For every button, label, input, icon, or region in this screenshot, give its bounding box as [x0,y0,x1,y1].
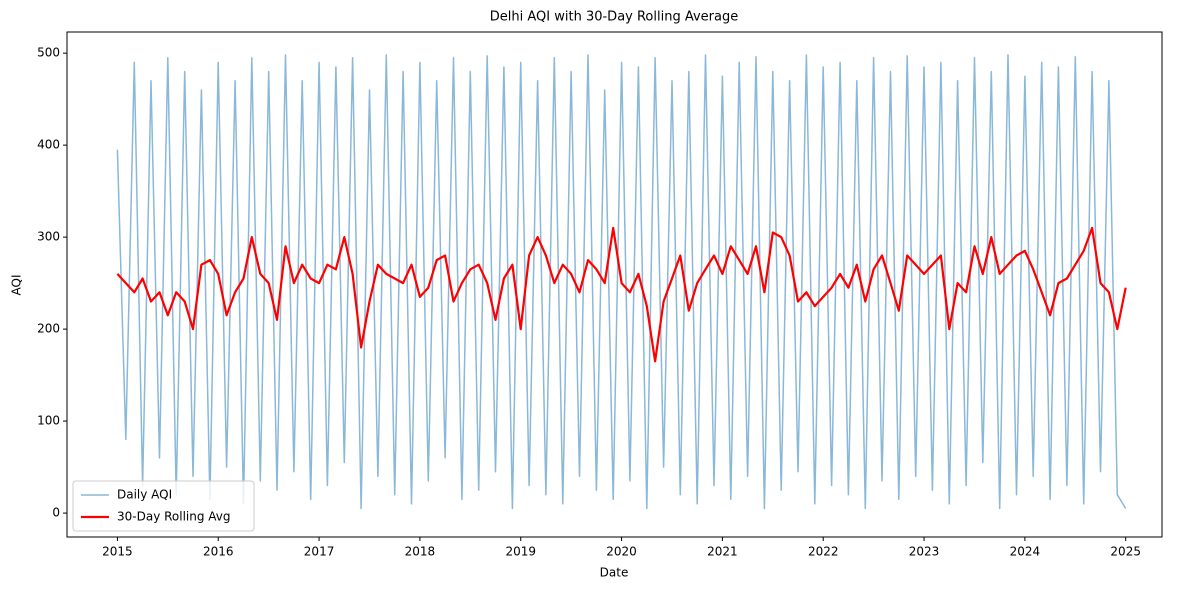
y-tick-label: 0 [52,506,60,520]
x-tick-label: 2022 [808,545,839,559]
series-line [116,54,1127,510]
plot-frame [66,31,1163,538]
x-tick-label: 2015 [102,545,133,559]
legend-label: 30-Day Rolling Avg [117,510,231,524]
y-tick-label: 100 [37,414,60,428]
series-line [116,226,1127,363]
y-axis-label: AQI [10,275,24,296]
x-tick-label: 2016 [203,545,234,559]
x-tick-label: 2024 [1010,545,1041,559]
y-tick-label: 200 [37,322,60,336]
legend-box [72,480,255,532]
chart-title: Delhi AQI with 30-Day Rolling Average [490,10,738,25]
x-axis-label: Date [600,566,629,580]
x-tick-label: 2020 [606,545,637,559]
x-tick-label: 2025 [1110,545,1141,559]
x-tick-label: 2017 [304,545,335,559]
x-tick-label: 2023 [909,545,940,559]
x-tick-label: 2019 [505,545,536,559]
y-tick-label: 300 [37,230,60,244]
y-tick-label: 400 [37,138,60,152]
legend-label: Daily AQI [117,488,172,502]
x-tick-label: 2018 [405,545,436,559]
x-tick-label: 2021 [707,545,738,559]
y-tick-label: 500 [37,46,60,60]
